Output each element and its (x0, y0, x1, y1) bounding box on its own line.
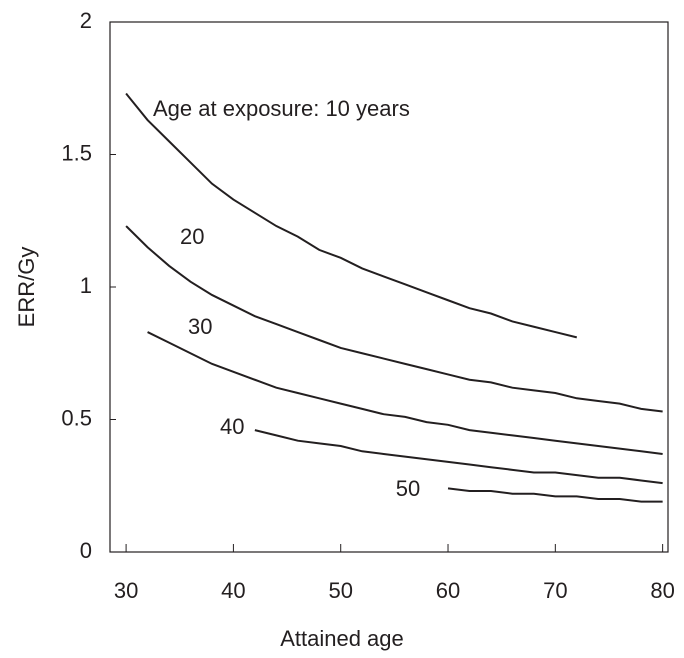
x-tick-label: 30 (114, 578, 138, 603)
series-label: 50 (396, 476, 420, 501)
series-label: 20 (180, 224, 204, 249)
series-line (147, 331, 663, 455)
y-axis-label: ERR/Gy (14, 247, 39, 328)
y-tick-label: 0.5 (61, 405, 92, 430)
x-tick-label: 70 (543, 578, 567, 603)
series-label: 40 (220, 414, 244, 439)
x-tick-label: 40 (221, 578, 245, 603)
y-tick-label: 0 (80, 538, 92, 563)
y-tick-label: 1 (80, 273, 92, 298)
y-tick-label: 1.5 (61, 140, 92, 165)
series-line (254, 429, 663, 485)
x-tick-label: 80 (650, 578, 674, 603)
x-tick-label: 60 (436, 578, 460, 603)
series-label: Age at exposure: 10 years (153, 96, 410, 121)
y-tick-label: 2 (80, 8, 92, 33)
series-line (447, 487, 663, 503)
x-tick-label: 50 (328, 578, 352, 603)
series-line (125, 225, 663, 413)
x-axis-label: Attained age (280, 626, 404, 651)
series-line (125, 92, 578, 339)
series-label: 30 (188, 314, 212, 339)
